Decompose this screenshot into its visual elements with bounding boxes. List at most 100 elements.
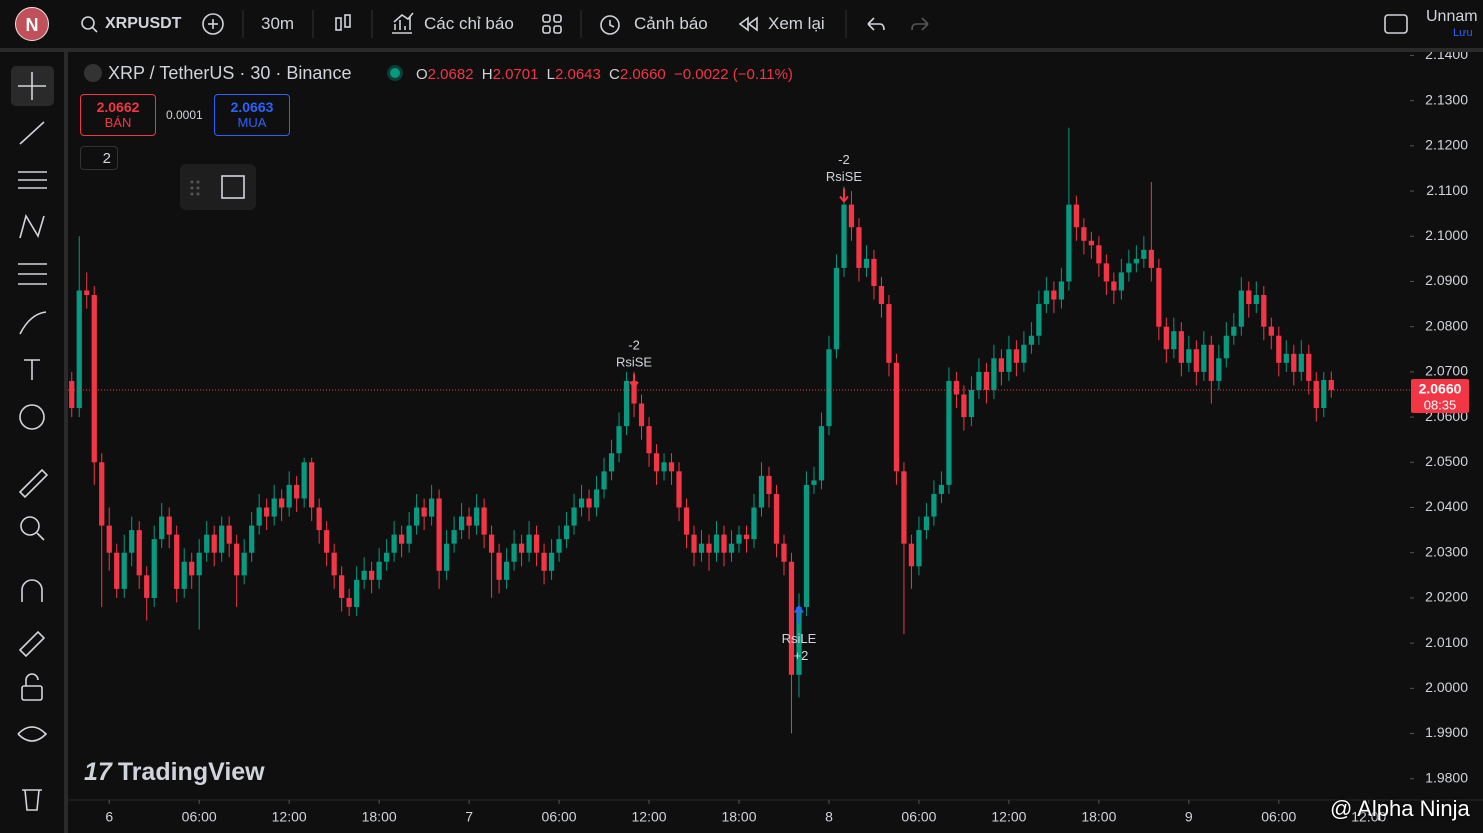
signal-qty: -2 [838,152,850,167]
candle-body [324,530,330,553]
x-tick-label: 06:00 [1261,809,1296,825]
symbol[interactable]: XRPUSDT [105,15,182,32]
candle-body [76,290,82,409]
x-tick-label: 7 [465,809,473,825]
candle-body [1261,295,1267,327]
sell-label: BÁN [104,115,132,130]
candle-body [369,570,375,580]
candle-body [413,507,420,526]
credit: @ Alpha Ninja [1330,796,1470,821]
candle-body [878,285,885,305]
replay-button[interactable]: Xem lại [768,14,825,33]
candle-body [1141,249,1147,259]
y-tick-label: 2.1100 [1426,182,1468,198]
candle-body [399,534,405,544]
candle-body [1291,353,1297,372]
candle-body [286,484,292,508]
candle-body [1276,335,1282,363]
change-value: −0.0022 (−0.11%) [673,66,793,83]
sell-price: 2.0662 [96,99,140,115]
candle-body [166,516,172,535]
candle-body [1283,353,1289,363]
y-tick-label: 2.1200 [1425,137,1468,153]
y-tick-label: 2.1000 [1425,227,1468,243]
candle-body [129,530,135,553]
collapse-button[interactable]: 2 [80,146,118,170]
interval[interactable]: 30m [261,14,295,33]
candle-body [69,380,75,409]
chart: 1.9800 1.9900 2.0000 2.0100 2.0200 2.0300 2.04… [68,52,1483,833]
candle-body [631,380,637,404]
x-tick-label: 06:00 [182,809,217,825]
buy-button[interactable]: 2.0663 MUA [214,94,290,136]
candle-body [743,534,750,540]
toolbar-icons [81,10,1408,38]
candle-body [1006,349,1012,372]
candle-body [863,258,870,268]
candle-body [728,543,735,553]
x-tick-label: 18:00 [362,809,397,825]
candle-body [766,475,772,494]
o-label: O [416,66,428,83]
candle-body [548,552,555,571]
open-value: 2.0682 [427,66,474,83]
candle-body [518,543,525,553]
candle-body [856,227,862,268]
x-tick-label: 9 [1185,809,1193,825]
candle-body [271,498,277,517]
save-status: Lưu [1453,27,1473,39]
alerts-button[interactable]: Cảnh báo [634,14,708,33]
candle-body [361,570,367,580]
candle-body [818,426,825,481]
spread: 0.0001 [166,108,203,122]
candle-body [961,394,967,418]
y-tick-label: 1.9900 [1425,724,1468,740]
candle-body [691,534,697,553]
legend-title: XRP / TetherUS · 30 · Binance [108,63,352,83]
candle-body [136,530,142,576]
candle-body [211,534,217,553]
candle-body [496,552,502,580]
candle-body [1043,290,1050,305]
candle-body [376,561,382,580]
indicators-button[interactable]: Các chỉ báo [424,14,514,33]
candle-body [256,507,262,526]
candle-body [1238,290,1244,327]
candle-body [923,516,930,531]
y-tick-label: 2.0300 [1425,543,1468,559]
candle-body [623,380,630,427]
candle-body [848,204,855,228]
candle-body [938,484,945,494]
candle-body [1313,380,1319,409]
sell-button[interactable]: 2.0662 BÁN [80,94,156,136]
x-tick-label: 12:00 [272,809,307,825]
candle-body [354,579,360,607]
high-value: 2.0701 [492,66,539,83]
candle-body [481,507,487,535]
candle-body [339,575,345,598]
candle-body [174,534,180,589]
candle-body [526,534,532,553]
candle-body [571,507,577,526]
layout-name[interactable]: Unnam [1426,8,1478,25]
candle-body [466,516,472,526]
candle-body [901,471,907,544]
last-price-box [1411,378,1469,413]
candle-body [1051,290,1057,300]
candle-body [503,561,510,580]
y-tick-label: 2.1300 [1425,91,1468,107]
low-value: 2.0643 [554,66,601,83]
y-tick-label: 2.0100 [1425,634,1468,650]
candle-body [976,371,982,390]
signal-label: RsiSE [616,354,652,369]
x-tick-label: 12:00 [632,809,667,825]
candle-body [653,453,660,472]
y-tick-label: 2.0900 [1425,272,1468,288]
candle-body [1328,380,1334,390]
x-tick-label: 06:00 [542,809,577,825]
avatar[interactable]: N [15,7,49,41]
candle-body [893,362,900,472]
candle-body [428,498,435,517]
drawing-tools[interactable] [0,52,64,833]
candle-body [99,462,105,526]
